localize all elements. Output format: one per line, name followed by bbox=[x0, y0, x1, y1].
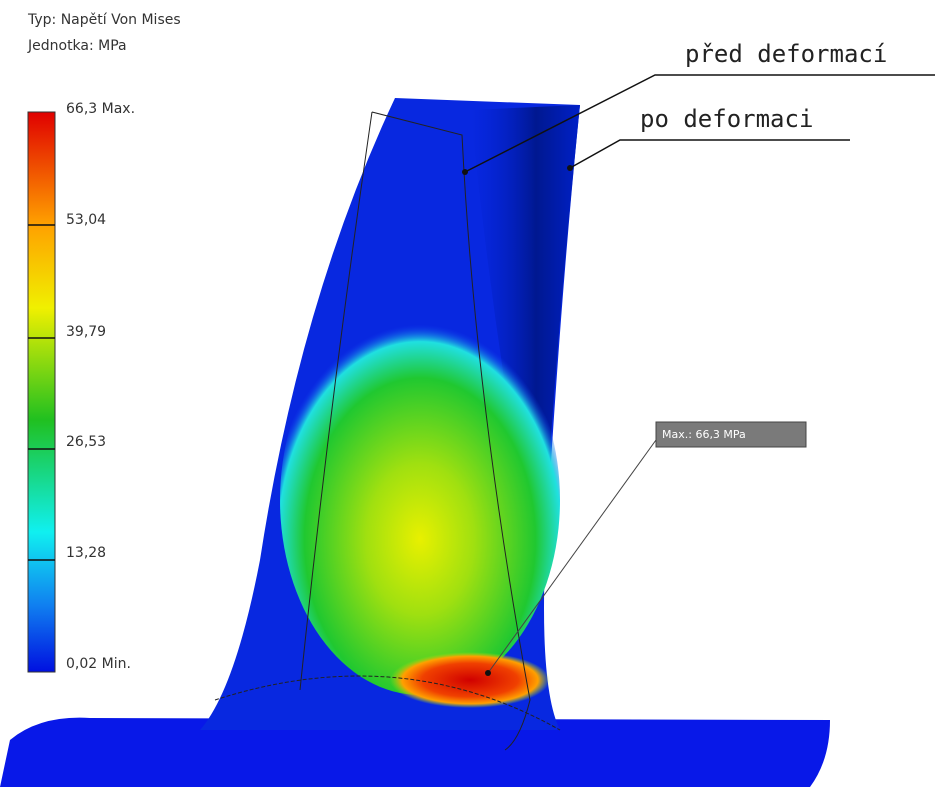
label-after: po deformaci bbox=[640, 105, 813, 133]
legend-label: 53,04 bbox=[66, 212, 106, 228]
result-type: Typ: Napětí Von Mises bbox=[27, 12, 181, 28]
probe-label: Max.: 66,3 MPa bbox=[662, 428, 746, 441]
colorbar: 66,3 Max. 53,04 39,79 26,53 13,28 0,02 M… bbox=[28, 101, 135, 672]
label-before: před deformací bbox=[685, 40, 887, 68]
stress-zone bbox=[280, 305, 560, 695]
legend-label: 66,3 Max. bbox=[66, 101, 135, 117]
legend-label: 39,79 bbox=[66, 324, 106, 340]
legend-label: 13,28 bbox=[66, 545, 106, 561]
result-unit: Jednotka: MPa bbox=[27, 38, 127, 54]
header: Typ: Napětí Von Mises Jednotka: MPa bbox=[27, 12, 181, 54]
legend-label: 0,02 Min. bbox=[66, 656, 131, 672]
legend-label: 26,53 bbox=[66, 434, 106, 450]
colorbar-gradient bbox=[28, 112, 55, 672]
fea-view: Typ: Napětí Von Mises Jednotka: MPa 66,3… bbox=[0, 0, 939, 787]
